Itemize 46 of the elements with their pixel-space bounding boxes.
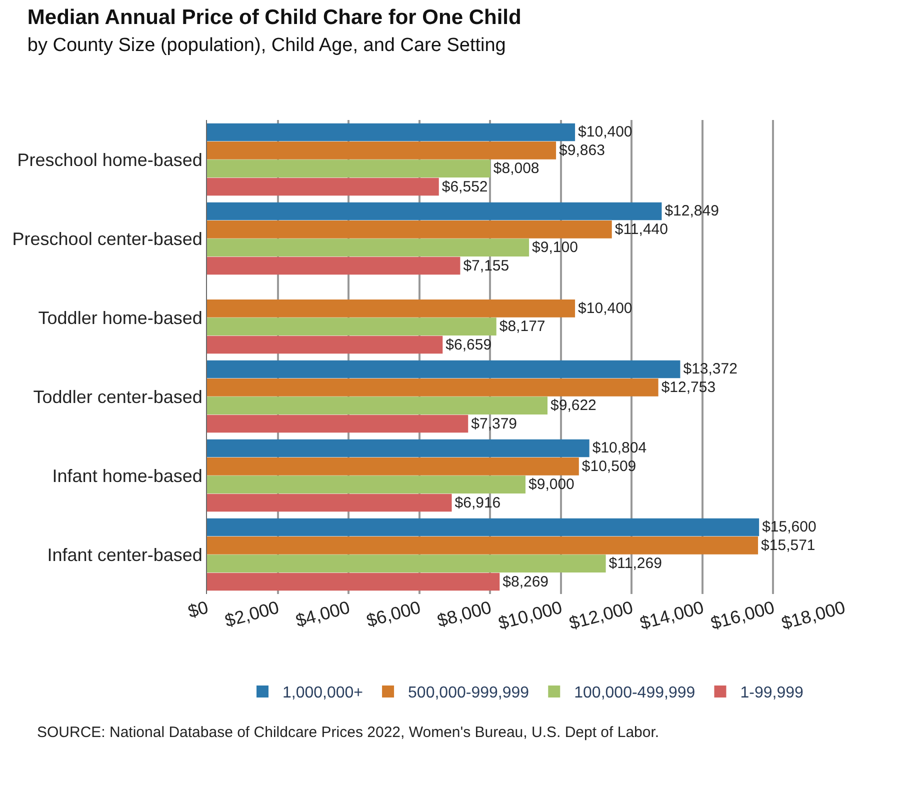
data-label: $8,008 [493, 160, 540, 178]
x-tick-label: $12,000 [567, 597, 636, 634]
x-tick-label: $16,000 [708, 597, 777, 634]
data-label: $9,000 [528, 476, 574, 494]
data-label: $8,177 [499, 318, 546, 336]
legend-label: 1-99,999 [740, 684, 804, 702]
data-label: $7,155 [463, 257, 510, 274]
legend-label: 100,000-499,999 [574, 684, 696, 702]
y-tick-label: Toddler center-based [33, 386, 202, 407]
y-tick-label: Infant home-based [52, 466, 202, 486]
data-label: $9,863 [559, 142, 605, 159]
y-tick-label: Preschool home-based [17, 150, 202, 170]
data-label: $11,440 [614, 220, 668, 238]
chart-subtitle: by County Size (population), Child Age, and Care Setting [27, 35, 506, 56]
data-label: $12,753 [661, 378, 716, 396]
data-label: $9,100 [532, 239, 578, 256]
data-label: $6,552 [442, 178, 488, 196]
y-tick-label: Infant center-based [47, 544, 202, 565]
x-tick-label: $8,000 [435, 597, 494, 631]
y-tick-label: Toddler home-based [38, 308, 202, 328]
data-label: $8,269 [502, 573, 549, 590]
data-label: $9,622 [550, 397, 596, 414]
x-tick-label: $6,000 [364, 597, 423, 631]
data-label: $12,849 [664, 202, 719, 220]
data-label: $7,379 [471, 415, 518, 432]
data-label: $6,916 [454, 494, 501, 512]
y-tick-label: Preschool center-based [12, 228, 202, 249]
data-label: $13,372 [683, 360, 738, 378]
data-label: $10,400 [578, 124, 632, 141]
legend-label: 1,000,000+ [282, 684, 364, 702]
data-label: $15,600 [762, 518, 816, 536]
data-label: $11,269 [608, 555, 662, 572]
x-tick-label: $0 [186, 597, 210, 622]
source-note: SOURCE: National Database of Childcare Prices 2022, Women's Bureau, U.S. Dept of Labor. [37, 724, 660, 741]
chart-title: Median Annual Price of Child Chare for One Child [27, 6, 522, 29]
data-label: $10,509 [582, 458, 636, 475]
data-label: $15,571 [761, 536, 816, 554]
data-label: $6,659 [446, 336, 492, 354]
x-tick-label: $14,000 [638, 597, 706, 634]
data-label: $10,400 [578, 300, 632, 317]
x-tick-label: $10,000 [496, 597, 564, 634]
x-tick-label: $4,000 [294, 597, 352, 631]
data-label: $10,804 [592, 440, 647, 457]
x-tick-label: $2,000 [222, 597, 282, 631]
x-tick-label: $18,000 [779, 597, 848, 634]
legend-label: 500,000-999,999 [408, 684, 530, 702]
